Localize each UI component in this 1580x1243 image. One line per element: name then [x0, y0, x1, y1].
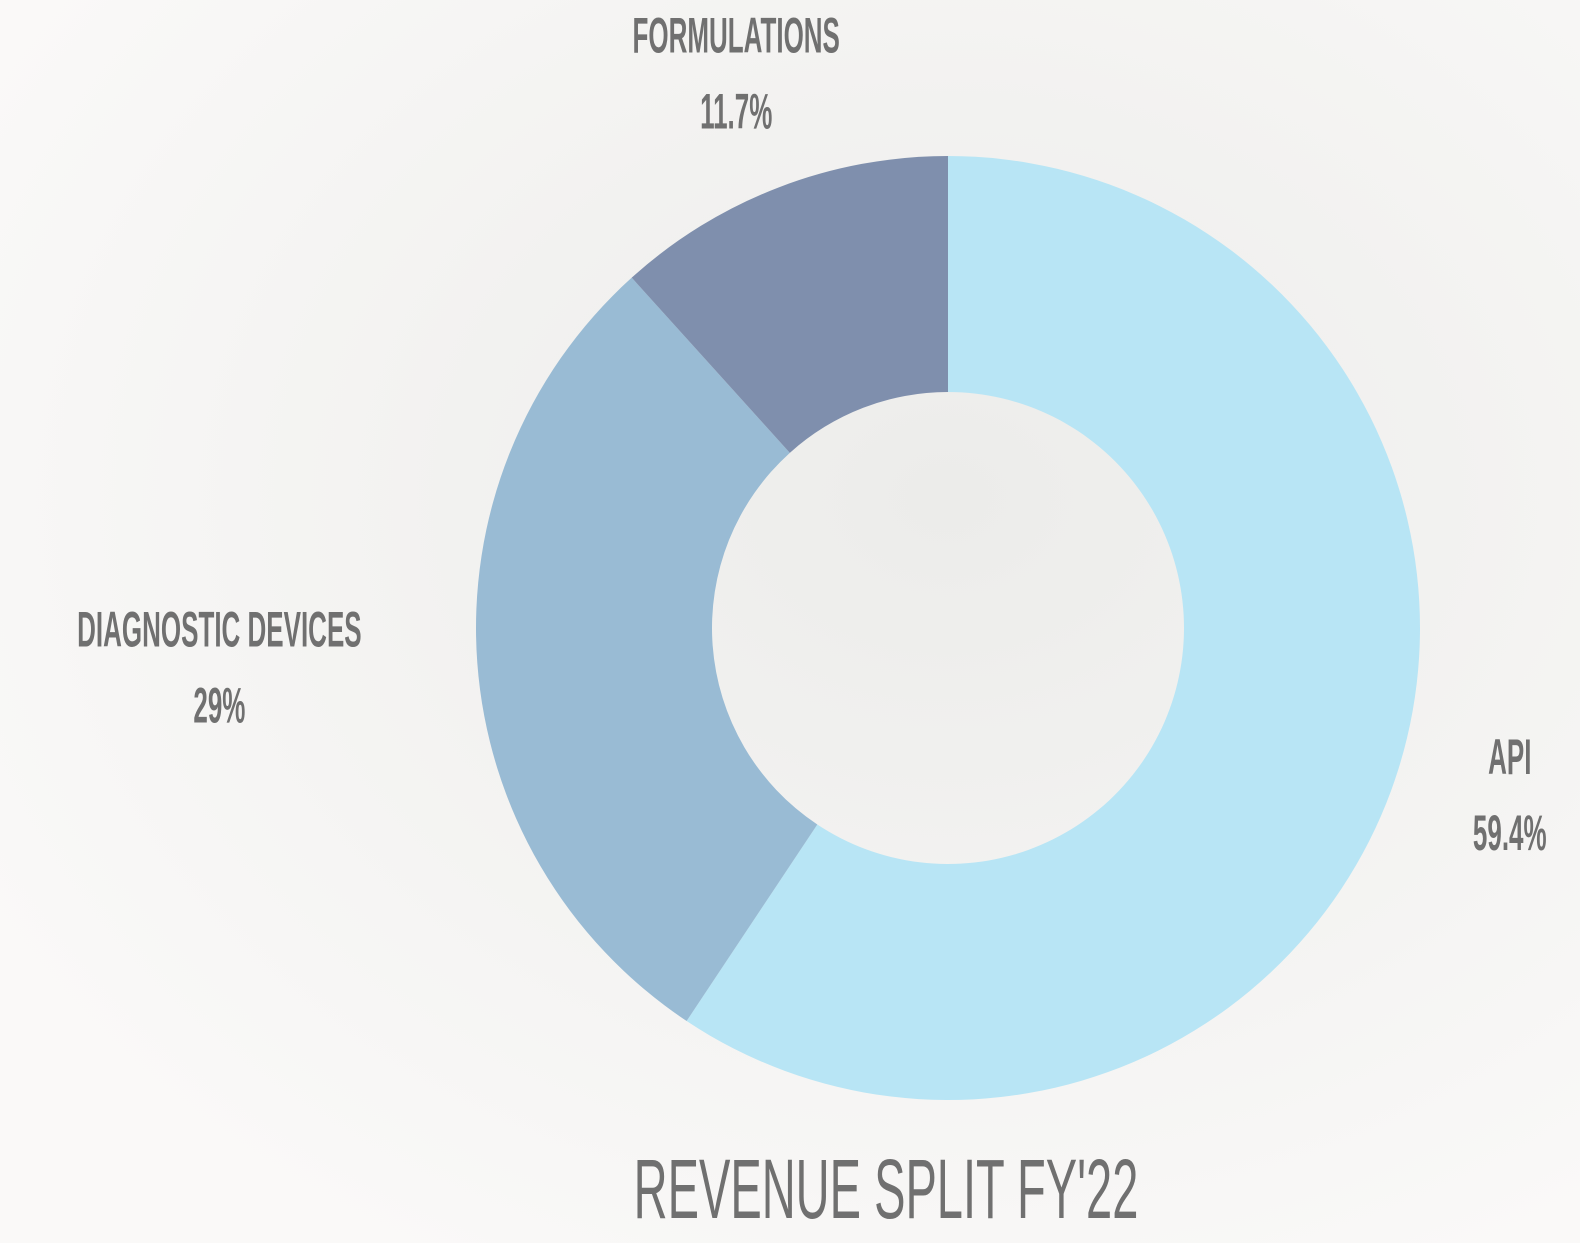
chart-title: REVENUE SPLIT FY'22 [634, 1143, 1139, 1237]
value-label: 11.7% [700, 85, 772, 140]
donut-segment [475, 277, 818, 1022]
donut-segment [686, 156, 1420, 1100]
category-label: DIAGNOSTIC DEVICES [77, 603, 361, 658]
plot: API 59.4% DIAGNOSTIC DEVICES 29% FORMULATION… [77, 9, 1547, 1100]
category-label: FORMULATIONS [632, 9, 839, 64]
donut-segment [631, 156, 948, 453]
value-label: 59.4% [1473, 806, 1547, 861]
value-label: 29% [193, 679, 245, 734]
category-label: API [1488, 730, 1531, 785]
